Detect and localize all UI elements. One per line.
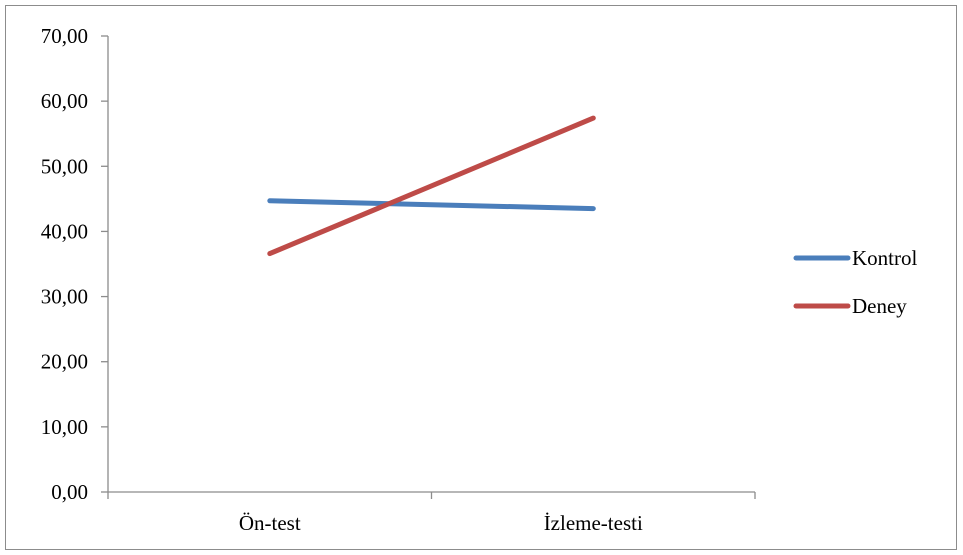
y-tick-label: 20,00 [41, 350, 88, 374]
legend: Kontrol Deney [793, 246, 917, 318]
y-tick-label: 40,00 [41, 219, 88, 243]
axes-layer [101, 35, 756, 499]
legend-label-kontrol: Kontrol [852, 246, 917, 270]
x-tick-labels: Ön-test İzleme-testi [239, 511, 643, 535]
series-line-kontrol [267, 198, 596, 212]
chart-frame [5, 5, 957, 550]
y-tick-label: 60,00 [41, 89, 88, 113]
series-layer [267, 115, 596, 257]
y-tick-label: 10,00 [41, 415, 88, 439]
y-tick-label: 70,00 [41, 24, 88, 48]
x-tick-label: Ön-test [239, 511, 301, 535]
x-tick-label: İzleme-testi [544, 511, 643, 535]
y-tick-label: 50,00 [41, 154, 88, 178]
y-tick-label: 0,00 [51, 480, 88, 504]
series-line-deney [267, 115, 596, 257]
y-tick-label: 30,00 [41, 285, 88, 309]
y-tick-labels: 0,00 10,00 20,00 30,00 40,00 50,00 60,00 70,00 [41, 24, 88, 504]
legend-label-deney: Deney [852, 294, 907, 318]
